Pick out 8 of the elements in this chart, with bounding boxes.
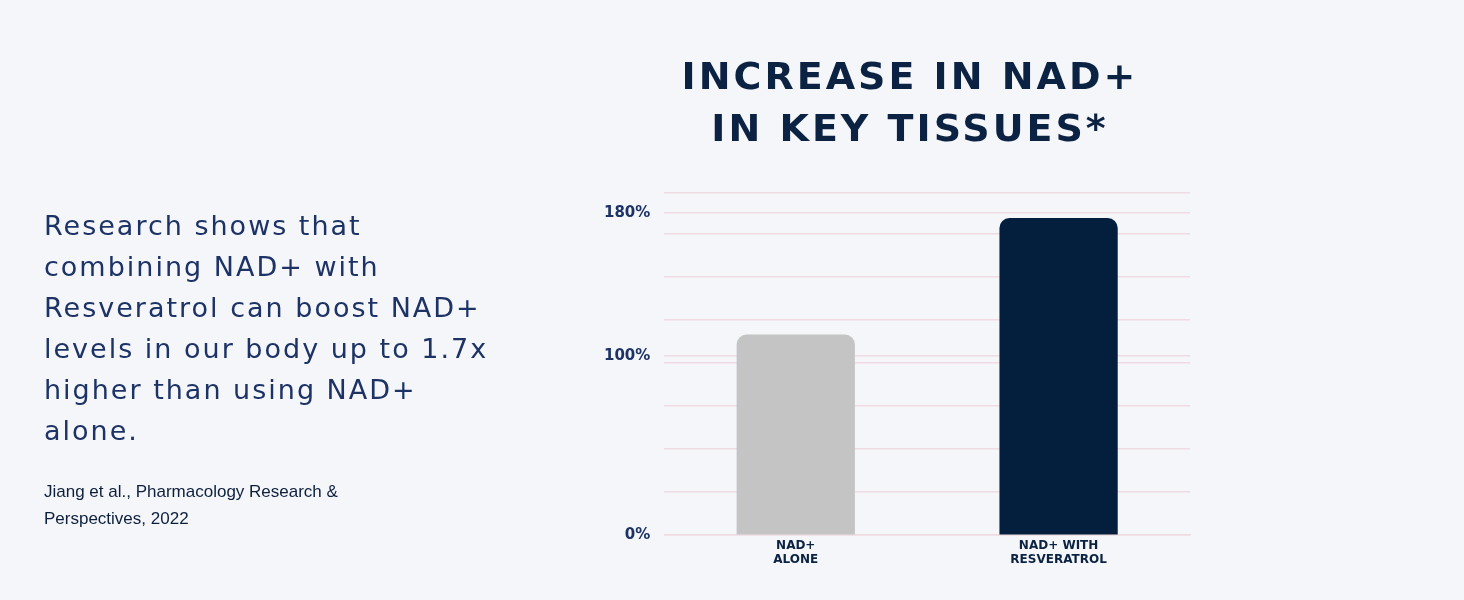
x-tick-label: NAD+ ALONE <box>773 537 819 566</box>
y-tick-label: 100% <box>604 345 651 364</box>
text: Jiang et al., Pharmacology Research & Perspectives, 2022 <box>44 481 339 530</box>
text: Research shows that combining NAD+ with Resveratrol can boost NAD+ levels in our body up to 1.7x higher than using NAD+ alone. <box>44 209 490 448</box>
chart-title: INCREASE IN NAD+ IN KEY TISSUES* <box>680 53 1140 152</box>
y-tick-label: 0% <box>624 525 651 544</box>
x-tick-label: NAD+ WITH RESVERATROL <box>1010 537 1108 566</box>
y-tick-label: 180% <box>604 202 651 221</box>
